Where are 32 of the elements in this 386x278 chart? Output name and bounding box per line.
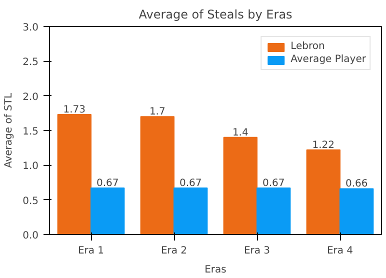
- y-tick-label: 0.5: [22, 196, 39, 207]
- x-axis-title: Eras: [204, 264, 226, 276]
- data-label: 1.4: [232, 127, 248, 138]
- data-label: 0.67: [179, 178, 202, 190]
- y-tick-label: 1.0: [22, 161, 39, 172]
- bar: [340, 188, 374, 234]
- bar: [174, 188, 208, 234]
- bar: [223, 136, 258, 234]
- y-tick-label: 0.0: [22, 230, 39, 242]
- x-tick-label: Era 4: [326, 246, 354, 256]
- data-label: 0.67: [96, 178, 119, 190]
- legend-label: Lebron: [290, 41, 325, 52]
- chart-title: Average of Steals by Eras: [138, 8, 292, 22]
- y-axis-title: Average of STL: [4, 92, 15, 168]
- x-tick-label: Era 3: [244, 246, 270, 256]
- data-label: 1.7: [149, 106, 166, 118]
- data-label: 1.73: [63, 104, 86, 116]
- bar: [140, 116, 174, 234]
- bar: [256, 188, 291, 234]
- y-tick-label: 2.5: [22, 57, 39, 68]
- legend-label: Average Player: [290, 54, 366, 65]
- data-label: 0.67: [262, 178, 285, 190]
- y-tick-label: 2.0: [22, 92, 39, 103]
- x-tick-label: Era 1: [78, 246, 104, 256]
- x-tick-label: Era 2: [160, 246, 188, 256]
- data-label: 1.22: [312, 140, 335, 151]
- data-label: 0.66: [345, 178, 368, 190]
- bar: [57, 114, 92, 234]
- bar: [90, 188, 125, 234]
- bar: [306, 149, 340, 234]
- y-tick-label: 3.0: [22, 22, 39, 34]
- y-tick-label: 1.5: [22, 126, 39, 138]
